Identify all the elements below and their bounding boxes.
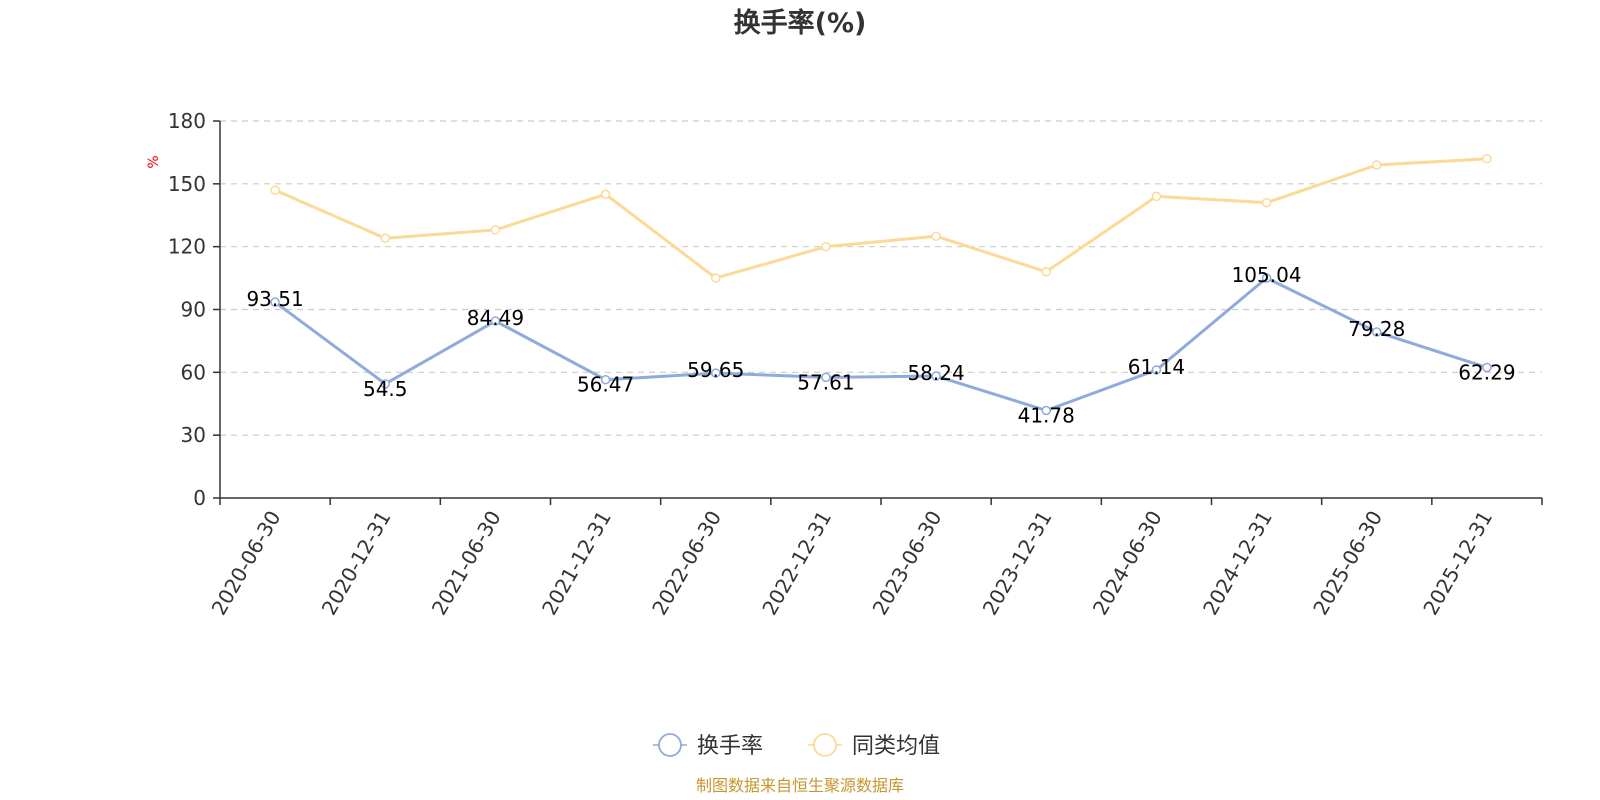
data-label-3: 56.47 bbox=[577, 373, 634, 397]
data-point-1-2 bbox=[490, 225, 501, 235]
x-tick-label: 2024-06-30 bbox=[1088, 507, 1167, 620]
data-label-11: 62.29 bbox=[1458, 361, 1515, 385]
y-axis-unit-label: % bbox=[146, 155, 162, 168]
chart-title: 换手率(%) bbox=[734, 7, 867, 39]
data-point-1-4 bbox=[711, 273, 721, 283]
x-tick-label: 2021-06-30 bbox=[427, 507, 506, 620]
data-labels: 93.51 54.5 84.49 56.47 59.65 57.61 58.24 41.78 6… bbox=[246, 263, 1515, 427]
data-point-1-0 bbox=[270, 185, 280, 195]
grid-lines bbox=[220, 120, 1542, 436]
data-point-0-9 bbox=[1261, 273, 1272, 283]
series-line-0 bbox=[273, 276, 1489, 412]
y-tick-label-0: 0 bbox=[193, 486, 206, 510]
source-note: 制图数据来自恒生聚源数据库 bbox=[696, 776, 904, 795]
y-tick-label-120: 120 bbox=[168, 235, 206, 259]
x-tick-label: 2020-06-30 bbox=[207, 507, 286, 620]
data-label-8: 61.14 bbox=[1128, 355, 1185, 379]
data-label-10: 79.28 bbox=[1348, 317, 1405, 341]
x-tick-label: 2022-06-30 bbox=[647, 507, 726, 620]
x-tick-label: 2020-12-31 bbox=[317, 507, 396, 620]
x-tick-label: 2022-12-31 bbox=[757, 507, 836, 620]
data-point-1-7 bbox=[1041, 267, 1051, 277]
data-point-0-7 bbox=[1041, 405, 1051, 416]
legend-label-0: 换手率 bbox=[697, 734, 763, 759]
data-label-5: 57.61 bbox=[797, 370, 854, 394]
data-point-1-10 bbox=[1372, 160, 1382, 170]
data-label-7: 41.78 bbox=[1018, 403, 1075, 427]
data-label-6: 58.24 bbox=[907, 361, 964, 385]
x-tick-label: 2025-06-30 bbox=[1308, 507, 1387, 620]
data-point-0-1 bbox=[380, 379, 390, 389]
y-tick-label-150: 150 bbox=[168, 172, 206, 196]
y-tick-label-60: 60 bbox=[181, 360, 206, 384]
y-tick-label-90: 90 bbox=[181, 298, 206, 322]
x-tick-label: 2024-12-31 bbox=[1198, 507, 1277, 620]
data-point-1-5 bbox=[821, 241, 831, 252]
data-point-0-10 bbox=[1372, 327, 1382, 337]
data-point-0-3 bbox=[600, 374, 611, 385]
data-point-1-8 bbox=[1151, 191, 1162, 202]
x-tick-label: 2023-06-30 bbox=[868, 507, 947, 620]
data-point-0-8 bbox=[1151, 365, 1162, 375]
data-point-1-6 bbox=[931, 231, 941, 241]
series-line-1 bbox=[273, 157, 1489, 280]
data-point-1-11 bbox=[1482, 153, 1492, 164]
x-tick-label: 2023-12-31 bbox=[978, 507, 1057, 620]
data-point-0-2 bbox=[490, 316, 501, 326]
data-point-0-0 bbox=[270, 297, 280, 307]
y-tick-label-30: 30 bbox=[181, 423, 206, 447]
y-tick-label-180: 180 bbox=[168, 109, 206, 133]
legend-label-1: 同类均值 bbox=[852, 734, 940, 759]
data-point-0-11 bbox=[1482, 362, 1492, 373]
data-point-1-9 bbox=[1261, 197, 1272, 208]
data-label-0: 93.51 bbox=[246, 287, 303, 311]
legend-marker-1 bbox=[813, 733, 837, 757]
series-lines bbox=[270, 153, 1492, 416]
data-point-1-3 bbox=[600, 189, 611, 200]
data-label-4: 59.65 bbox=[687, 358, 744, 382]
data-point-0-6 bbox=[931, 371, 941, 381]
axes: 0 30 60 90 120 150 180 2020-06-30 2020-12-31 2021… bbox=[168, 109, 1543, 620]
x-tick-label: 2021-12-31 bbox=[537, 507, 616, 620]
data-point-0-5 bbox=[821, 372, 831, 383]
data-label-1: 54.5 bbox=[363, 377, 408, 401]
data-point-1-1 bbox=[380, 233, 390, 244]
data-point-0-4 bbox=[711, 368, 721, 378]
data-label-9: 105.04 bbox=[1232, 263, 1302, 287]
legend: 换手率 同类均值 bbox=[653, 733, 940, 759]
data-label-2: 84.49 bbox=[467, 306, 524, 330]
x-tick-label: 2025-12-31 bbox=[1418, 507, 1497, 620]
legend-marker-0 bbox=[658, 733, 682, 757]
